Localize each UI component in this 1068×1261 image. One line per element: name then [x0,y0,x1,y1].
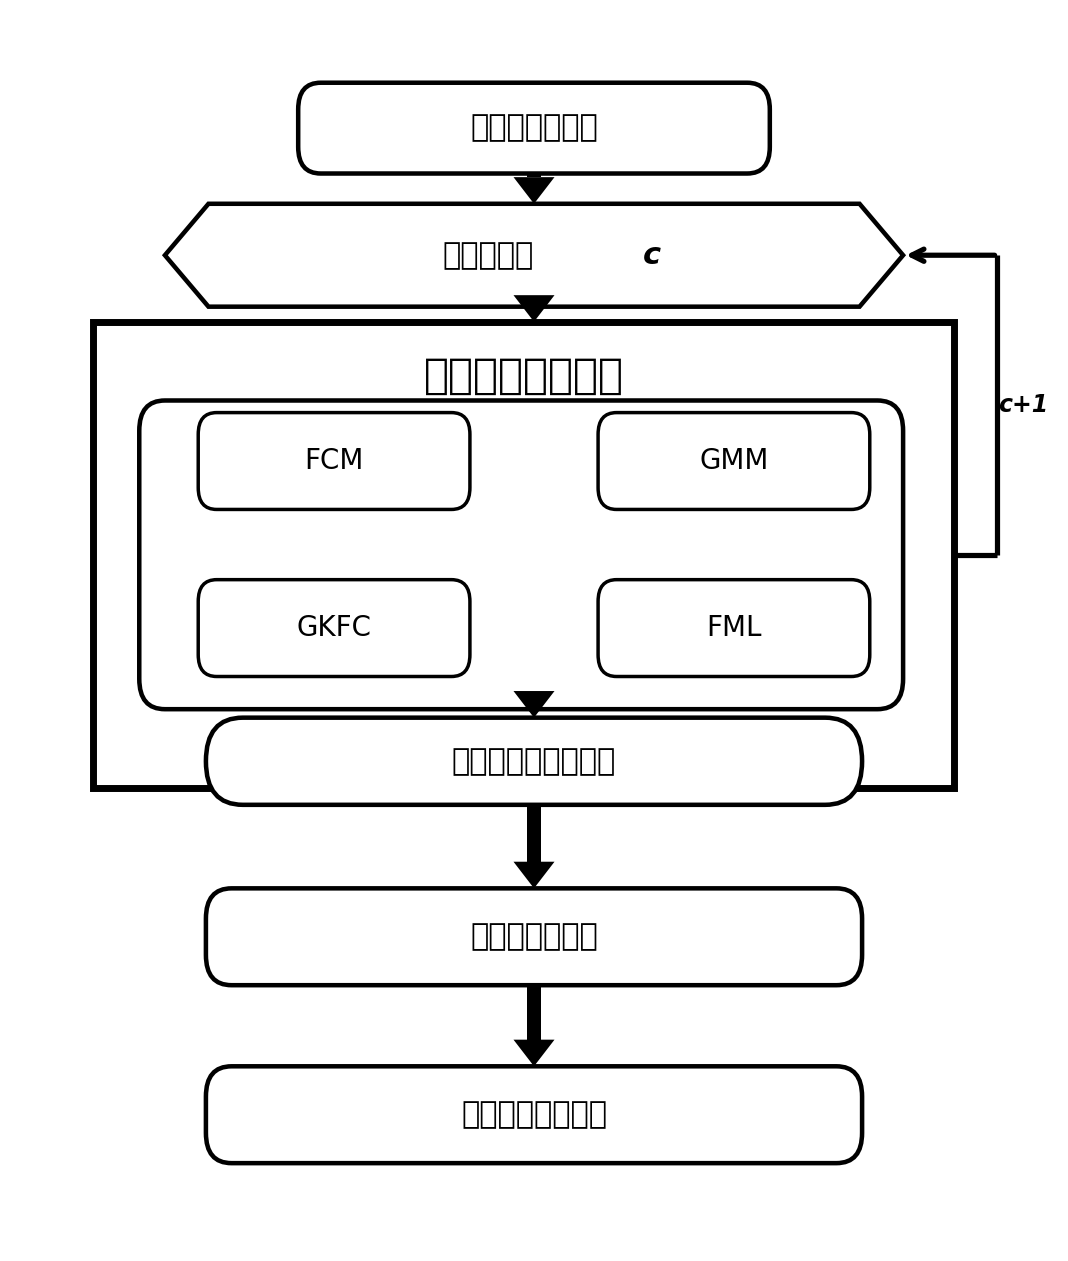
Text: GMM: GMM [700,446,769,475]
Text: 最优聚类方法优选: 最优聚类方法优选 [424,356,624,397]
Polygon shape [514,691,554,718]
Text: FML: FML [706,614,761,642]
FancyBboxPatch shape [139,401,904,709]
Text: 输入聚类数: 输入聚类数 [442,241,534,270]
Text: 确定最优聚类数: 确定最优聚类数 [470,922,598,951]
Polygon shape [164,204,904,306]
Bar [93,322,955,788]
Text: 输出最优聚类结果: 输出最优聚类结果 [461,1101,607,1129]
Polygon shape [514,177,554,204]
Text: c+1: c+1 [998,393,1048,417]
Text: 聚类有效性指标分析: 聚类有效性指标分析 [452,747,616,776]
FancyBboxPatch shape [598,412,869,509]
Polygon shape [514,295,554,322]
FancyBboxPatch shape [206,718,862,805]
Text: FCM: FCM [304,446,364,475]
Text: 聚类样本集输入: 聚类样本集输入 [470,113,598,142]
FancyBboxPatch shape [206,888,862,985]
Polygon shape [514,1039,554,1067]
Text: GKFC: GKFC [297,614,372,642]
Polygon shape [514,861,554,888]
FancyBboxPatch shape [598,580,869,676]
Bar [528,985,540,1039]
FancyBboxPatch shape [199,412,470,509]
Bar [528,174,540,177]
FancyBboxPatch shape [199,580,470,676]
FancyBboxPatch shape [206,1067,862,1163]
FancyBboxPatch shape [298,83,770,174]
Bar [528,805,540,861]
Text: c: c [643,241,661,270]
